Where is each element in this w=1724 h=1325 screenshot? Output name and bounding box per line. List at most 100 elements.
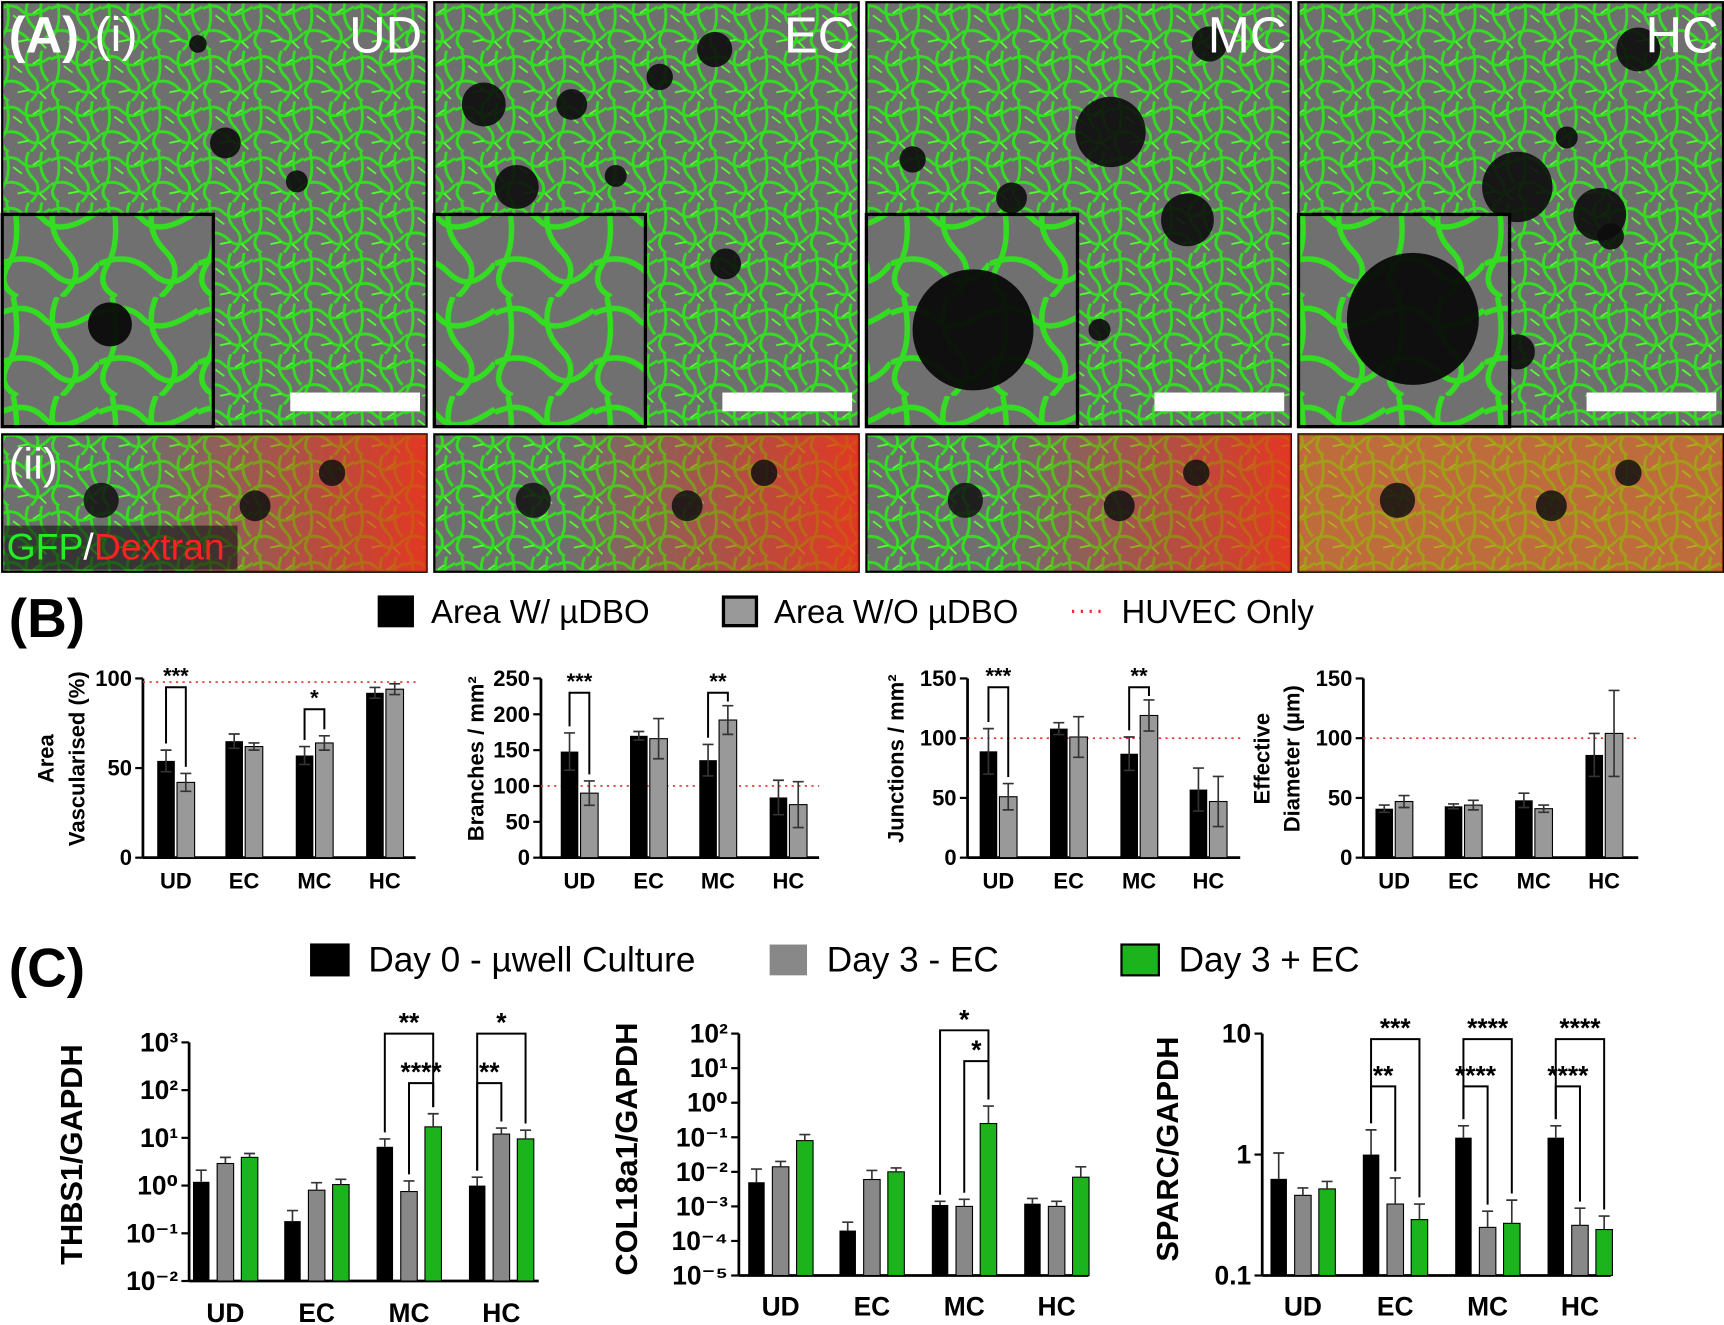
row-label: (ii) — [9, 440, 58, 489]
significance-label: **** — [401, 1057, 443, 1087]
y-tick-label: 10⁻² — [126, 1266, 178, 1296]
panel-label: (A) — [9, 7, 79, 64]
vessel-void — [899, 146, 926, 173]
bar — [157, 760, 175, 858]
condition-label: UD — [349, 7, 422, 64]
significance-label: ** — [709, 669, 727, 694]
bar — [748, 1182, 765, 1276]
vessel-void — [494, 164, 539, 209]
bar — [718, 719, 738, 859]
significance-bracket — [1370, 1038, 1421, 1198]
bar — [1503, 1222, 1521, 1277]
y-tick-label: 50 — [1328, 785, 1352, 810]
x-tick-label: MC — [701, 868, 735, 893]
y-axis-label: Effective — [1250, 713, 1275, 805]
error-bar — [1538, 804, 1550, 814]
x-tick-label: EC — [854, 1291, 891, 1321]
bar — [307, 1189, 326, 1282]
error-bar — [403, 1180, 415, 1192]
bar — [771, 1166, 790, 1277]
significance-label: ** — [1131, 664, 1149, 689]
error-bar — [1588, 732, 1600, 778]
y-tick-label: 1 — [1237, 1140, 1252, 1170]
error-bar — [1506, 1199, 1518, 1224]
x-tick-label: UD — [160, 868, 192, 893]
bar — [1024, 1203, 1041, 1276]
y-tick-label: 10⁻⁴ — [672, 1226, 728, 1256]
x-tick-label: EC — [633, 868, 664, 893]
vessel-void — [1088, 318, 1111, 341]
bar — [1047, 1205, 1066, 1277]
x-tick-label: MC — [944, 1291, 985, 1321]
bar — [376, 1146, 394, 1282]
legend-label: Area W/O µDBO — [774, 593, 1018, 630]
significance-label: ** — [1373, 1060, 1394, 1090]
bar — [1444, 806, 1463, 858]
vessel-void — [1482, 151, 1553, 223]
legend-label: Day 3 - EC — [827, 940, 999, 979]
error-bar — [958, 1198, 970, 1207]
bar — [1189, 789, 1208, 858]
stain-name: / — [83, 525, 94, 567]
error-bar — [1073, 715, 1085, 759]
significance-bracket — [303, 708, 326, 740]
bar — [1571, 1224, 1589, 1277]
bar — [192, 1181, 210, 1282]
significance-label: * — [959, 1004, 970, 1034]
error-bar — [219, 1156, 231, 1164]
vessel-void — [556, 89, 588, 120]
significance-bracket — [987, 686, 1010, 777]
significance-bracket — [568, 691, 591, 775]
row-label: (i) — [95, 8, 138, 62]
error-bar — [244, 1152, 256, 1158]
bar — [955, 1205, 974, 1277]
significance-bracket — [408, 1082, 435, 1175]
y-tick-label: 50 — [932, 785, 956, 810]
significance-label: **** — [1559, 1013, 1601, 1043]
vessel-void — [1075, 96, 1146, 168]
bar — [560, 751, 579, 858]
error-bar — [1448, 803, 1460, 810]
vessel-void — [1616, 27, 1661, 72]
y-axis-label: THBS1/GAPDH — [54, 1044, 89, 1265]
significance-bracket — [1462, 1038, 1513, 1194]
bar — [630, 735, 648, 858]
error-bar — [1457, 1124, 1469, 1138]
bar — [400, 1190, 418, 1282]
y-tick-label: 100 — [920, 726, 957, 751]
bar — [1463, 804, 1483, 859]
error-bar — [495, 1127, 507, 1135]
error-bar — [1482, 1210, 1494, 1228]
x-tick-label: MC — [388, 1298, 429, 1325]
error-bar — [564, 732, 576, 772]
error-bar — [633, 730, 645, 741]
bar — [1139, 714, 1159, 859]
x-tick-label: EC — [298, 1298, 335, 1325]
error-bar — [1598, 1215, 1610, 1230]
x-tick-label: HC — [369, 868, 401, 893]
significance-label: * — [496, 1008, 507, 1038]
bar — [468, 1185, 486, 1282]
bar — [424, 1126, 442, 1282]
scale-bar — [722, 392, 853, 412]
x-tick-label: HC — [482, 1298, 520, 1325]
error-bar — [1608, 689, 1620, 778]
vessel-void — [318, 459, 346, 487]
vessel-void — [1535, 490, 1567, 522]
bar — [1120, 753, 1138, 858]
y-tick-label: 50 — [107, 756, 131, 781]
y-tick-label: 0 — [518, 845, 530, 870]
y-tick-label: 0.1 — [1215, 1261, 1252, 1291]
bar — [284, 1221, 301, 1282]
bar — [240, 1156, 259, 1282]
stain-name: Dextran — [94, 525, 225, 567]
condition-label: HC — [1645, 7, 1718, 64]
scale-bar — [1586, 392, 1717, 412]
bar — [1534, 808, 1554, 859]
legend-label: Day 3 + EC — [1179, 940, 1360, 979]
vessel-void — [239, 490, 271, 522]
label-backdrop — [4, 525, 238, 570]
error-bar — [180, 772, 192, 793]
x-tick-label: MC — [1122, 868, 1156, 893]
y-tick-label: 150 — [493, 738, 530, 763]
